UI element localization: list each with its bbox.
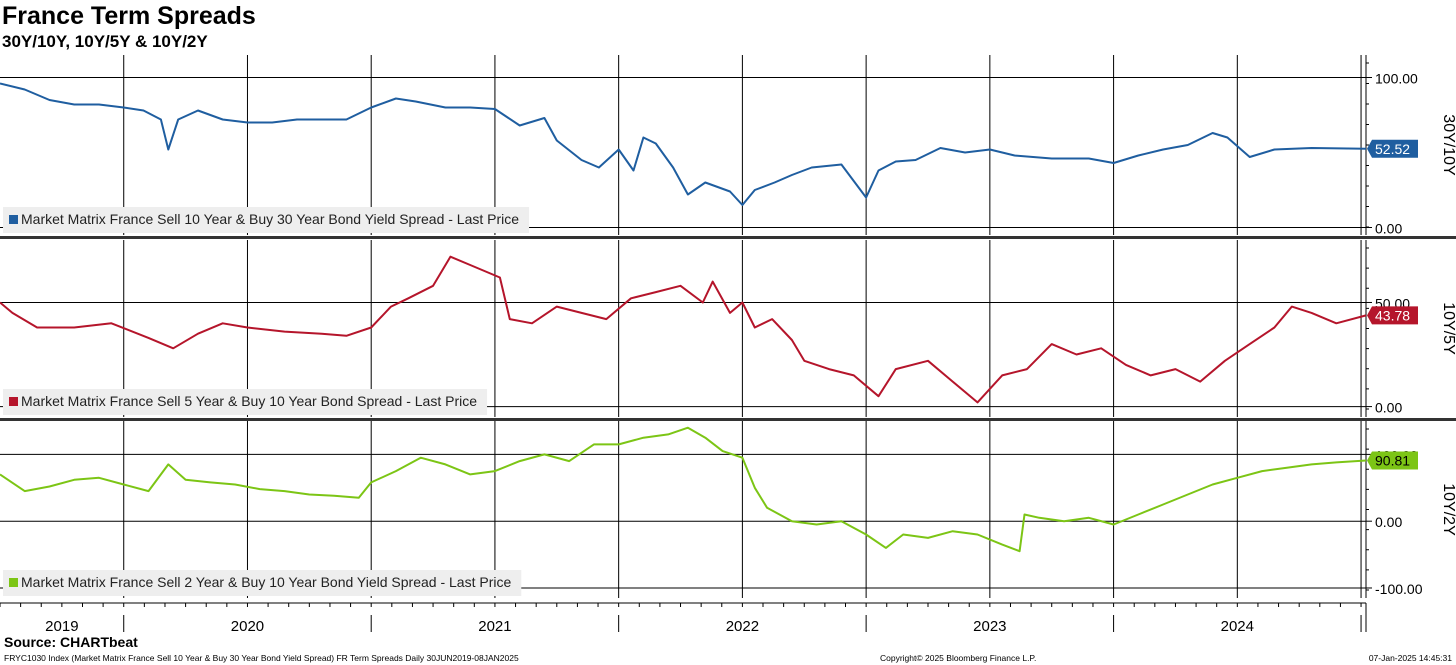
chart-subtitle: 30Y/10Y, 10Y/5Y & 10Y/2Y (2, 32, 208, 51)
legend-box (3, 389, 488, 415)
axis-label-p1: 30Y/10Y (1440, 114, 1456, 176)
legend-label-p3: Market Matrix France Sell 2 Year & Buy 1… (21, 574, 511, 590)
x-tick-label: 2020 (231, 618, 264, 635)
y-tick-label: 100.00 (1375, 71, 1418, 87)
last-value-tag (1367, 139, 1418, 158)
timestamp: 07-Jan-2025 14:45:31 (1368, 653, 1452, 663)
axis-label-p2: 10Y/5Y (1440, 302, 1456, 355)
legend-box (3, 207, 530, 233)
x-tick-label: 2023 (973, 618, 1006, 635)
x-tick-label: 2022 (726, 618, 759, 635)
x-tick-label: 2021 (478, 618, 511, 635)
source-label: Source: CHARTbeat (4, 634, 138, 650)
last-value-label: 90.81 (1375, 453, 1410, 469)
legend-swatch-p1 (9, 215, 18, 224)
legend-swatch-p3 (9, 578, 18, 587)
copyright: Copyright© 2025 Bloomberg Finance L.P. (880, 653, 1037, 663)
last-value-tag (1367, 451, 1418, 470)
x-tick-label: 2024 (1221, 618, 1254, 635)
last-value-label: 52.52 (1375, 141, 1410, 157)
legend-box (3, 570, 522, 596)
axis-label-p3: 10Y/2Y (1440, 483, 1456, 536)
y-tick-label: 0.00 (1375, 221, 1402, 237)
panel-separator (0, 418, 1456, 421)
ticker-info: FRYC1030 Index (Market Matrix France Sel… (4, 653, 519, 663)
last-value-tag (1367, 306, 1418, 325)
panel-separator (0, 236, 1456, 239)
x-tick-label: 2019 (45, 618, 78, 635)
chart-title: France Term Spreads (2, 2, 256, 30)
y-tick-label: 0.00 (1375, 514, 1402, 530)
y-tick-label: -100.00 (1375, 581, 1423, 597)
series-line-p3 (0, 426, 1367, 553)
series-line-p2 (0, 255, 1367, 404)
last-value-label: 43.78 (1375, 307, 1410, 323)
series-line-p1 (0, 82, 1367, 206)
legend-label-p1: Market Matrix France Sell 10 Year & Buy … (21, 211, 519, 227)
y-tick-label: 0.00 (1375, 400, 1402, 416)
legend-swatch-p2 (9, 397, 18, 406)
legend-label-p2: Market Matrix France Sell 5 Year & Buy 1… (21, 393, 477, 409)
